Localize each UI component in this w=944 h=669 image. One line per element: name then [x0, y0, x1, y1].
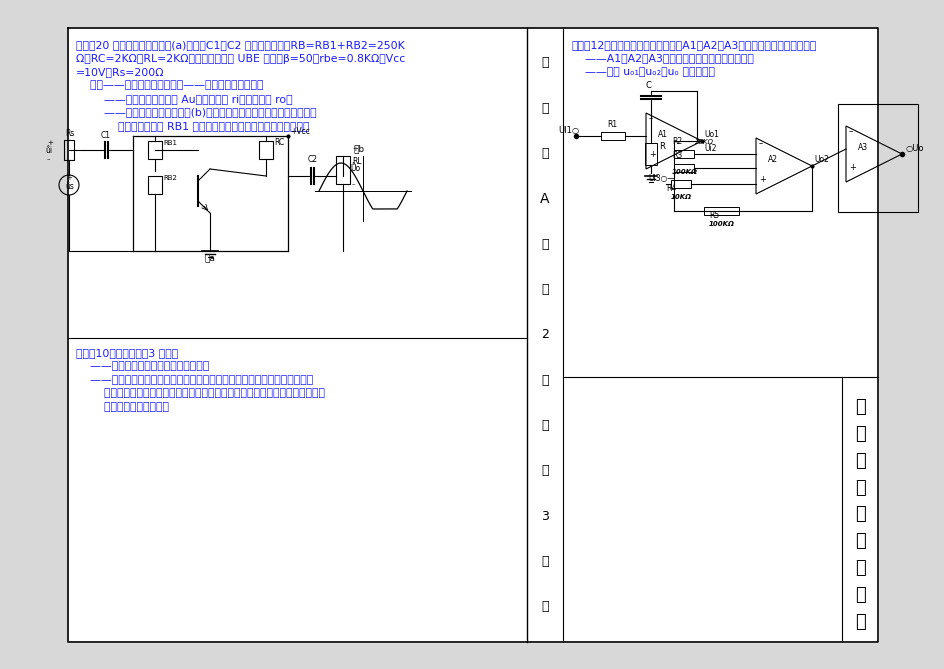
Bar	[599, 132, 624, 140]
Text: 南: 南	[853, 425, 865, 443]
Bar	[673, 150, 693, 158]
Text: A2: A2	[767, 155, 777, 164]
Text: ůi: ůi	[45, 146, 52, 155]
Text: C: C	[646, 81, 651, 90]
Text: +: +	[848, 163, 855, 172]
Text: （: （	[541, 419, 548, 432]
Bar	[336, 156, 349, 184]
Text: R4: R4	[666, 184, 676, 193]
Text: 共: 共	[541, 464, 548, 478]
Text: +: +	[649, 150, 655, 159]
Text: 处: 处	[853, 613, 865, 631]
Text: 第: 第	[541, 283, 548, 296]
Text: A3: A3	[857, 143, 868, 152]
Text: 100KΩ: 100KΩ	[671, 169, 698, 175]
Bar	[645, 143, 656, 165]
Text: Uo1: Uo1	[703, 130, 718, 139]
Text: RB1: RB1	[162, 140, 177, 146]
Text: ）: ）	[541, 238, 548, 251]
Text: ○Uo: ○Uo	[904, 144, 922, 153]
Text: 六、（10分）电路如图3 所示：: 六、（10分）电路如图3 所示：	[76, 348, 178, 358]
Text: R2: R2	[671, 137, 682, 146]
Text: R3: R3	[671, 151, 682, 160]
Text: 卷: 卷	[541, 102, 548, 115]
Text: ——计算电压放大倍数 Au、输入电阻 ri、输出电阻 ro；: ——计算电压放大倍数 Au、输入电阻 ri、输出电阻 ro；	[76, 94, 293, 104]
Bar	[703, 207, 738, 215]
Text: =10V，Rs=200Ω: =10V，Rs=200Ω	[76, 67, 164, 77]
Bar	[148, 176, 161, 194]
Text: +: +	[47, 140, 53, 146]
Text: –: –	[848, 127, 852, 136]
Text: 100KΩ: 100KΩ	[708, 221, 734, 227]
Text: 学: 学	[853, 533, 865, 551]
Text: R5: R5	[708, 211, 718, 220]
Text: 10KΩ: 10KΩ	[670, 194, 691, 200]
Text: 技: 技	[853, 478, 865, 496]
Text: –: –	[47, 156, 50, 162]
Text: A: A	[540, 192, 549, 206]
Bar	[670, 180, 690, 188]
Text: 图b: 图b	[353, 144, 363, 153]
Text: +: +	[758, 175, 765, 184]
Text: RL: RL	[351, 157, 362, 166]
Bar	[673, 164, 693, 172]
Text: +: +	[66, 175, 72, 181]
Text: ——列出 uₒ₁、uₒ₂、uₒ 的表达式。: ——列出 uₒ₁、uₒ₂、uₒ 的表达式。	[570, 67, 715, 77]
Text: ——指出电路级间反馈的类型和组态。: ——指出电路级间反馈的类型和组态。	[76, 361, 209, 371]
Text: ——从静态和动态量的稳定情况（如能否稳定静态工作点，是否能稳定输出: ——从静态和动态量的稳定情况（如能否稳定静态工作点，是否能稳定输出	[76, 375, 312, 385]
Text: R1: R1	[607, 120, 617, 129]
Bar	[837, 104, 917, 212]
Text: +Vcc: +Vcc	[290, 127, 310, 136]
Text: –: –	[351, 181, 355, 187]
Text: ——若输出电压波形如图三(b)所示，说明发生了什么类型的非线性失: ——若输出电压波形如图三(b)所示，说明发生了什么类型的非线性失	[76, 108, 316, 118]
Text: 3: 3	[541, 510, 548, 523]
Text: 河: 河	[853, 398, 865, 416]
Text: RB2: RB2	[162, 175, 177, 181]
Text: ——A1、A2、A3与相应的元件各组成何种电路？: ——A1、A2、A3与相应的元件各组成何种电路？	[570, 54, 753, 64]
Text: 2: 2	[541, 328, 548, 341]
Text: UI1○: UI1○	[557, 126, 579, 135]
Text: 求：——电路的静态工作点；——画出微变等效电路；: 求：——电路的静态工作点；——画出微变等效电路；	[76, 80, 263, 90]
Text: +: +	[351, 146, 358, 152]
Text: 页: 页	[541, 374, 548, 387]
Text: –: –	[649, 114, 652, 123]
Text: 页: 页	[541, 555, 548, 568]
Text: 务: 务	[853, 586, 865, 604]
Text: 四、（20 分）放大电路如图一(a)所示，C1、C2 足够大，已知：RB=RB1+RB2=250K: 四、（20 分）放大电路如图一(a)所示，C1、C2 足够大，已知：RB=RB1…	[76, 40, 404, 50]
Bar	[148, 141, 161, 159]
Text: C1: C1	[101, 131, 110, 140]
Text: Ui2: Ui2	[703, 144, 716, 153]
Bar	[64, 140, 74, 160]
Text: Ůo: Ůo	[349, 164, 360, 173]
Text: RC: RC	[274, 138, 284, 147]
Text: C2: C2	[308, 155, 318, 164]
Text: Ω，RC=2KΩ，RL=2KΩ，三极管导通时 UBE 忽略，β=50，rbe=0.8KΩ，Vcc: Ω，RC=2KΩ，RL=2KΩ，三极管导通时 UBE 忽略，β=50，rbe=0…	[76, 54, 405, 64]
Text: 五、（12分）分析如图所示的电路，A1、A2、A3均为理想运算放大器，问：: 五、（12分）分析如图所示的电路，A1、A2、A3均为理想运算放大器，问：	[570, 40, 816, 50]
Text: ）: ）	[541, 601, 548, 613]
Text: 大: 大	[853, 506, 865, 524]
Text: 科: 科	[853, 452, 865, 470]
Text: ůs: ůs	[65, 182, 74, 191]
Text: Uo2: Uo2	[813, 155, 828, 164]
Text: 勤: 勤	[853, 559, 865, 577]
Bar	[68, 28, 877, 642]
Text: 该反馈对电路的影响。: 该反馈对电路的影响。	[76, 402, 169, 412]
Text: 图a: 图a	[204, 254, 215, 263]
Bar	[259, 141, 273, 159]
Text: （: （	[541, 147, 548, 160]
Text: 20KΩ: 20KΩ	[694, 139, 714, 145]
Text: 电压或电流），对输入端电压的影响，以及对信号源的内阻的要求等方面分析: 电压或电流），对输入端电压的影响，以及对信号源的内阻的要求等方面分析	[76, 389, 325, 399]
Text: 真？应如何调整 RB1 的阻值可消除此失真？（填大或填小）。: 真？应如何调整 RB1 的阻值可消除此失真？（填大或填小）。	[76, 121, 310, 131]
Text: UI3○—: UI3○—	[648, 174, 674, 183]
Text: R: R	[658, 142, 665, 151]
Text: A1: A1	[657, 130, 667, 139]
Text: 试: 试	[541, 56, 548, 70]
Text: Rs: Rs	[65, 129, 75, 138]
Text: –: –	[758, 139, 763, 148]
